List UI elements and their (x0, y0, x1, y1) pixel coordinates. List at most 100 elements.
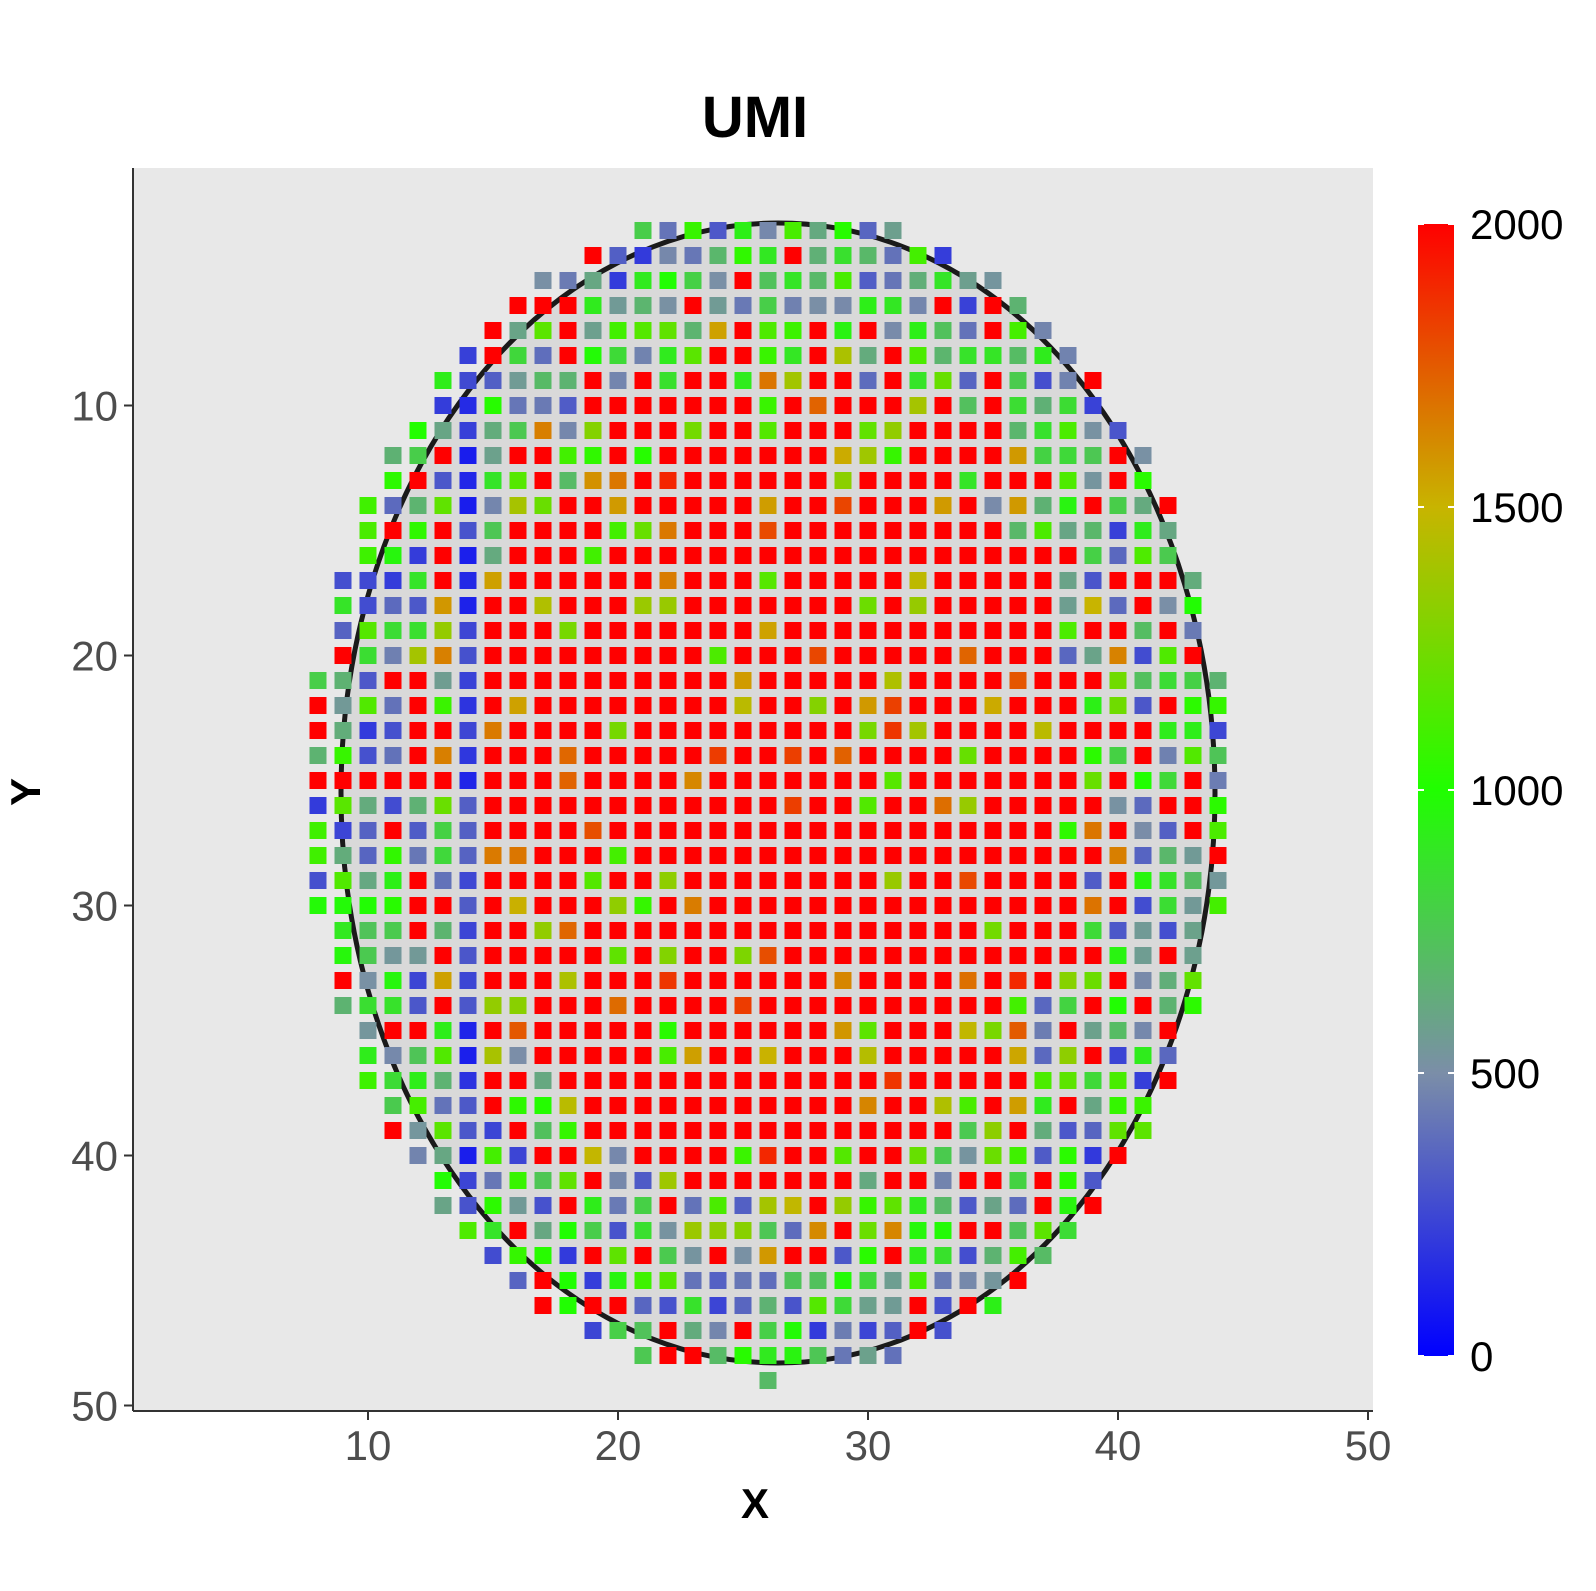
spot (884, 372, 902, 389)
spot (884, 272, 902, 289)
spot (609, 347, 627, 364)
spot (684, 1147, 702, 1164)
spot (434, 872, 452, 889)
spot (834, 1322, 852, 1339)
spot (534, 1147, 552, 1164)
spot (934, 597, 952, 614)
spot (909, 922, 927, 939)
spot (1009, 297, 1027, 314)
spot (909, 397, 927, 414)
spot (1059, 1022, 1077, 1039)
spot (784, 1322, 802, 1339)
spot (509, 397, 527, 414)
spot (859, 222, 877, 239)
spot (834, 522, 852, 539)
x-axis: 10 20 30 40 50 (133, 1410, 1391, 1469)
spot (659, 572, 677, 589)
spot (509, 422, 527, 439)
spot (609, 322, 627, 339)
spot (684, 1047, 702, 1064)
spot (859, 1022, 877, 1039)
y-axis-title: Y (2, 778, 49, 806)
spot (934, 1072, 952, 1089)
spot (834, 1072, 852, 1089)
spot (784, 272, 802, 289)
spot (1134, 822, 1152, 839)
spot (909, 1222, 927, 1239)
spot (834, 697, 852, 714)
spot (584, 447, 602, 464)
spot (1034, 1147, 1052, 1164)
spot (359, 997, 377, 1014)
spot (359, 972, 377, 989)
spot (1034, 422, 1052, 439)
spot (534, 347, 552, 364)
spot (1184, 797, 1202, 814)
spot (509, 372, 527, 389)
spot (734, 772, 752, 789)
spot (584, 772, 602, 789)
spot (509, 497, 527, 514)
spot (1084, 997, 1102, 1014)
spot (609, 597, 627, 614)
spot (309, 722, 327, 739)
spot (484, 647, 502, 664)
spot (884, 697, 902, 714)
spot (1084, 597, 1102, 614)
spot (434, 522, 452, 539)
spot (584, 922, 602, 939)
spot (684, 247, 702, 264)
spot (759, 572, 777, 589)
spot (984, 372, 1002, 389)
spot (359, 772, 377, 789)
spot (1109, 1097, 1127, 1114)
spot (709, 272, 727, 289)
spot (884, 397, 902, 414)
spot (409, 772, 427, 789)
spot (734, 822, 752, 839)
spot (1084, 872, 1102, 889)
spot (659, 747, 677, 764)
spot (1009, 672, 1027, 689)
spot (1134, 947, 1152, 964)
spot (909, 422, 927, 439)
spot (984, 422, 1002, 439)
spot (1009, 497, 1027, 514)
spot (909, 1297, 927, 1314)
spot (959, 1122, 977, 1139)
spot (359, 1072, 377, 1089)
spot (859, 872, 877, 889)
spot (484, 622, 502, 639)
spot (334, 572, 352, 589)
spot (434, 1172, 452, 1189)
spot (909, 1097, 927, 1114)
spot (834, 1347, 852, 1364)
spot (934, 647, 952, 664)
spot (709, 1047, 727, 1064)
spot (934, 1122, 952, 1139)
spot (759, 1197, 777, 1214)
spot (984, 797, 1002, 814)
spot (634, 797, 652, 814)
spot (959, 1047, 977, 1064)
spot (459, 672, 477, 689)
spot (1034, 997, 1052, 1014)
spot (884, 247, 902, 264)
spot (834, 972, 852, 989)
spot (484, 447, 502, 464)
spot (759, 947, 777, 964)
spot (934, 722, 952, 739)
spot (834, 822, 852, 839)
spot (659, 222, 677, 239)
x-tick-label: 20 (595, 1422, 642, 1469)
spot (1034, 1222, 1052, 1239)
spot (784, 1347, 802, 1364)
spot (1134, 1122, 1152, 1139)
spot (384, 1097, 402, 1114)
spot (659, 1247, 677, 1264)
spot (659, 1272, 677, 1289)
spot (934, 272, 952, 289)
spot (1134, 797, 1152, 814)
spot (534, 1297, 552, 1314)
spot (509, 997, 527, 1014)
